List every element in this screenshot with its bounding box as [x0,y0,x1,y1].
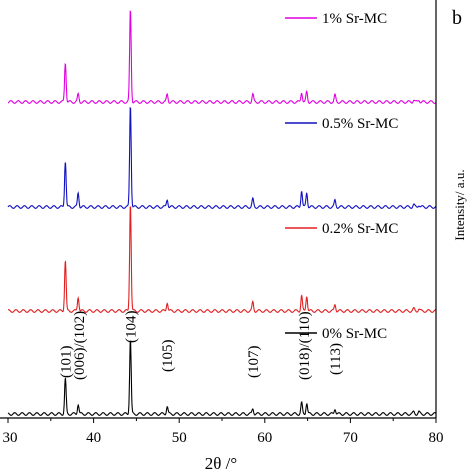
series-line [7,10,437,104]
x-tick-label: 40 [86,430,101,446]
peak-label: (104) [123,311,139,344]
x-axis-label: 2θ /° [205,454,237,473]
peak-label: (105) [160,340,176,373]
x-tick-label: 30 [3,430,18,446]
series-line [7,106,437,209]
legend-entry: 1% Sr-MC [322,11,387,27]
series-line [7,340,437,416]
peak-label: (101) [58,346,74,379]
peak-label: (006)/(102) [72,311,88,380]
panel-label: b [452,7,462,29]
x-tick-label: 50 [172,430,187,446]
x-tick-label: 60 [257,430,272,446]
legend-entry: 0.2% Sr-MC [322,221,398,237]
series-3 [7,340,437,416]
peak-label: (018)/(110) [297,311,313,380]
series-2 [7,206,436,313]
peak-label: (107) [246,346,262,379]
series-0 [7,10,437,104]
legend-entry: 0.5% Sr-MC [322,116,398,132]
axes: 30 40 50 60 70 80 [0,0,444,446]
legend: 1% Sr-MC 0.5% Sr-MC 0.2% Sr-MC 0% Sr-MC [285,11,398,342]
y-axis-label: Intensity/ a.u. [452,169,467,240]
series-line [7,206,436,313]
traces [7,10,437,416]
legend-entry: 0% Sr-MC [322,326,387,342]
x-tick-label: 80 [429,430,444,446]
peak-labels: (101)(006)/(102) (104) (105) (107) (018)/(11… [58,311,344,381]
series-1 [7,106,437,209]
peak-label: (113) [328,343,344,375]
x-tick-label: 70 [343,430,358,446]
